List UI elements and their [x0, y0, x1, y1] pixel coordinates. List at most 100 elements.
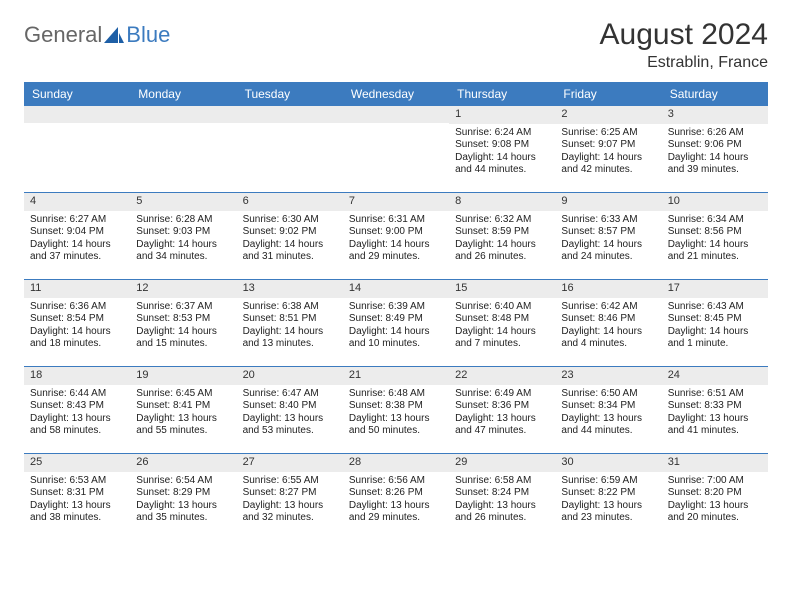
day-number [130, 106, 236, 123]
daylight-text: Daylight: 13 hours and 53 minutes. [243, 413, 337, 438]
day-body: Sunrise: 6:50 AMSunset: 8:34 PMDaylight:… [555, 385, 661, 444]
daylight-text: Daylight: 14 hours and 7 minutes. [455, 326, 549, 351]
day-cell: 29Sunrise: 6:58 AMSunset: 8:24 PMDayligh… [449, 454, 555, 540]
sunset-text: Sunset: 8:22 PM [561, 487, 655, 500]
daylight-text: Daylight: 13 hours and 55 minutes. [136, 413, 230, 438]
day-number: 17 [662, 280, 768, 298]
day-cell: 6Sunrise: 6:30 AMSunset: 9:02 PMDaylight… [237, 193, 343, 279]
sunset-text: Sunset: 8:20 PM [668, 487, 762, 500]
day-number: 14 [343, 280, 449, 298]
day-number: 30 [555, 454, 661, 472]
sunset-text: Sunset: 8:51 PM [243, 313, 337, 326]
day-body: Sunrise: 6:47 AMSunset: 8:40 PMDaylight:… [237, 385, 343, 444]
sunrise-text: Sunrise: 6:33 AM [561, 214, 655, 227]
day-number: 21 [343, 367, 449, 385]
sunrise-text: Sunrise: 6:42 AM [561, 301, 655, 314]
title-month: August 2024 [600, 18, 768, 52]
day-body: Sunrise: 6:39 AMSunset: 8:49 PMDaylight:… [343, 298, 449, 357]
day-number: 15 [449, 280, 555, 298]
day-number: 4 [24, 193, 130, 211]
day-cell: 11Sunrise: 6:36 AMSunset: 8:54 PMDayligh… [24, 280, 130, 366]
day-number: 5 [130, 193, 236, 211]
daylight-text: Daylight: 13 hours and 50 minutes. [349, 413, 443, 438]
day-cell: 12Sunrise: 6:37 AMSunset: 8:53 PMDayligh… [130, 280, 236, 366]
day-body: Sunrise: 6:55 AMSunset: 8:27 PMDaylight:… [237, 472, 343, 531]
title-location: Estrablin, France [600, 54, 768, 72]
day-cell: 3 Sunrise: 6:26 AMSunset: 9:06 PMDaylight… [662, 106, 768, 192]
day-cell: 9Sunrise: 6:33 AMSunset: 8:57 PMDaylight… [555, 193, 661, 279]
sunrise-text: Sunrise: 7:00 AM [668, 475, 762, 488]
day-body [24, 123, 130, 179]
sunrise-text: Sunrise: 6:58 AM [455, 475, 549, 488]
sunset-text: Sunset: 8:36 PM [455, 400, 549, 413]
sunrise-text: Sunrise: 6:26 AM [668, 127, 762, 140]
sunset-text: Sunset: 8:59 PM [455, 226, 549, 239]
sunset-text: Sunset: 8:27 PM [243, 487, 337, 500]
sunrise-text: Sunrise: 6:53 AM [30, 475, 124, 488]
day-body: Sunrise: 6:25 AMSunset: 9:07 PMDaylight:… [555, 124, 661, 183]
day-cell: 13Sunrise: 6:38 AMSunset: 8:51 PMDayligh… [237, 280, 343, 366]
week-row: 1Sunrise: 6:24 AMSunset: 9:08 PMDaylight… [24, 106, 768, 192]
sunrise-text: Sunrise: 6:56 AM [349, 475, 443, 488]
day-number: 6 [237, 193, 343, 211]
daylight-text: Daylight: 13 hours and 26 minutes. [455, 500, 549, 525]
day-cell: 23Sunrise: 6:50 AMSunset: 8:34 PMDayligh… [555, 367, 661, 453]
daylight-text: Daylight: 14 hours and 44 minutes. [455, 152, 549, 177]
day-number: 31 [662, 454, 768, 472]
day-cell [130, 106, 236, 192]
day-number [24, 106, 130, 123]
day-cell: 17Sunrise: 6:43 AMSunset: 8:45 PMDayligh… [662, 280, 768, 366]
sunset-text: Sunset: 8:53 PM [136, 313, 230, 326]
daylight-text: Daylight: 13 hours and 32 minutes. [243, 500, 337, 525]
daylight-text: Daylight: 13 hours and 58 minutes. [30, 413, 124, 438]
sunset-text: Sunset: 8:49 PM [349, 313, 443, 326]
weekday-label: Saturday [662, 82, 768, 106]
sunrise-text: Sunrise: 6:28 AM [136, 214, 230, 227]
sunrise-text: Sunrise: 6:45 AM [136, 388, 230, 401]
day-number: 24 [662, 367, 768, 385]
daylight-text: Daylight: 13 hours and 47 minutes. [455, 413, 549, 438]
sunrise-text: Sunrise: 6:40 AM [455, 301, 549, 314]
day-body: Sunrise: 6:43 AMSunset: 8:45 PMDaylight:… [662, 298, 768, 357]
day-body: Sunrise: 6:32 AMSunset: 8:59 PMDaylight:… [449, 211, 555, 270]
brand-text-1: General [24, 22, 102, 48]
day-body: Sunrise: 6:38 AMSunset: 8:51 PMDaylight:… [237, 298, 343, 357]
day-cell: 27Sunrise: 6:55 AMSunset: 8:27 PMDayligh… [237, 454, 343, 540]
sunset-text: Sunset: 8:41 PM [136, 400, 230, 413]
day-number: 8 [449, 193, 555, 211]
daylight-text: Daylight: 14 hours and 39 minutes. [668, 152, 762, 177]
sunrise-text: Sunrise: 6:25 AM [561, 127, 655, 140]
sunrise-text: Sunrise: 6:44 AM [30, 388, 124, 401]
day-cell: 7Sunrise: 6:31 AMSunset: 9:00 PMDaylight… [343, 193, 449, 279]
day-number: 3 [662, 106, 768, 124]
day-body: Sunrise: 6:33 AMSunset: 8:57 PMDaylight:… [555, 211, 661, 270]
daylight-text: Daylight: 14 hours and 15 minutes. [136, 326, 230, 351]
day-number: 16 [555, 280, 661, 298]
sunrise-text: Sunrise: 6:47 AM [243, 388, 337, 401]
sunset-text: Sunset: 8:57 PM [561, 226, 655, 239]
day-number: 18 [24, 367, 130, 385]
day-cell: 31Sunrise: 7:00 AMSunset: 8:20 PMDayligh… [662, 454, 768, 540]
day-body [343, 123, 449, 179]
week-row: 4Sunrise: 6:27 AMSunset: 9:04 PMDaylight… [24, 192, 768, 279]
day-body: Sunrise: 6:54 AMSunset: 8:29 PMDaylight:… [130, 472, 236, 531]
weekday-header: SundayMondayTuesdayWednesdayThursdayFrid… [24, 82, 768, 106]
sunset-text: Sunset: 8:54 PM [30, 313, 124, 326]
day-body: Sunrise: 6:53 AMSunset: 8:31 PMDaylight:… [24, 472, 130, 531]
day-body: Sunrise: 6:49 AMSunset: 8:36 PMDaylight:… [449, 385, 555, 444]
sunset-text: Sunset: 8:33 PM [668, 400, 762, 413]
day-cell: 26Sunrise: 6:54 AMSunset: 8:29 PMDayligh… [130, 454, 236, 540]
day-body: Sunrise: 6:58 AMSunset: 8:24 PMDaylight:… [449, 472, 555, 531]
calendar: SundayMondayTuesdayWednesdayThursdayFrid… [24, 82, 768, 540]
sunset-text: Sunset: 8:48 PM [455, 313, 549, 326]
day-number: 11 [24, 280, 130, 298]
day-number: 22 [449, 367, 555, 385]
day-cell: 18Sunrise: 6:44 AMSunset: 8:43 PMDayligh… [24, 367, 130, 453]
sunset-text: Sunset: 8:38 PM [349, 400, 443, 413]
sunset-text: Sunset: 8:40 PM [243, 400, 337, 413]
sunset-text: Sunset: 9:06 PM [668, 139, 762, 152]
day-body: Sunrise: 6:27 AMSunset: 9:04 PMDaylight:… [24, 211, 130, 270]
sunrise-text: Sunrise: 6:38 AM [243, 301, 337, 314]
day-cell: 24Sunrise: 6:51 AMSunset: 8:33 PMDayligh… [662, 367, 768, 453]
day-cell [24, 106, 130, 192]
